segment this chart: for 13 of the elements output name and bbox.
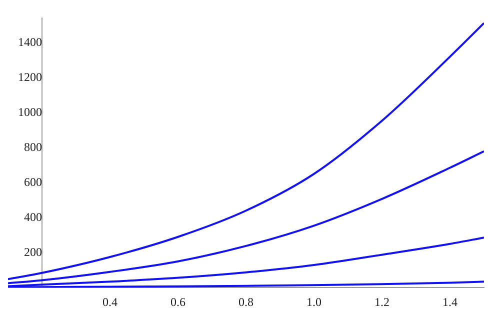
x-tick-label: 0.4: [102, 294, 118, 309]
y-tick-label: 600: [24, 174, 42, 189]
x-tick-label: 0.6: [170, 294, 186, 309]
y-tick-label: 1000: [18, 104, 42, 119]
y-tick-label: 200: [24, 244, 42, 259]
x-tick-label: 1.2: [374, 294, 390, 309]
y-tick-label: 800: [24, 140, 42, 154]
y-tick-label: 1200: [18, 70, 42, 84]
y-tick-label: 1400: [18, 34, 42, 49]
x-tick-label: 1.0: [306, 294, 322, 309]
y-tick-label: 400: [24, 210, 42, 224]
x-tick-label: 1.4: [442, 294, 458, 309]
x-tick-label: 0.8: [238, 294, 254, 309]
